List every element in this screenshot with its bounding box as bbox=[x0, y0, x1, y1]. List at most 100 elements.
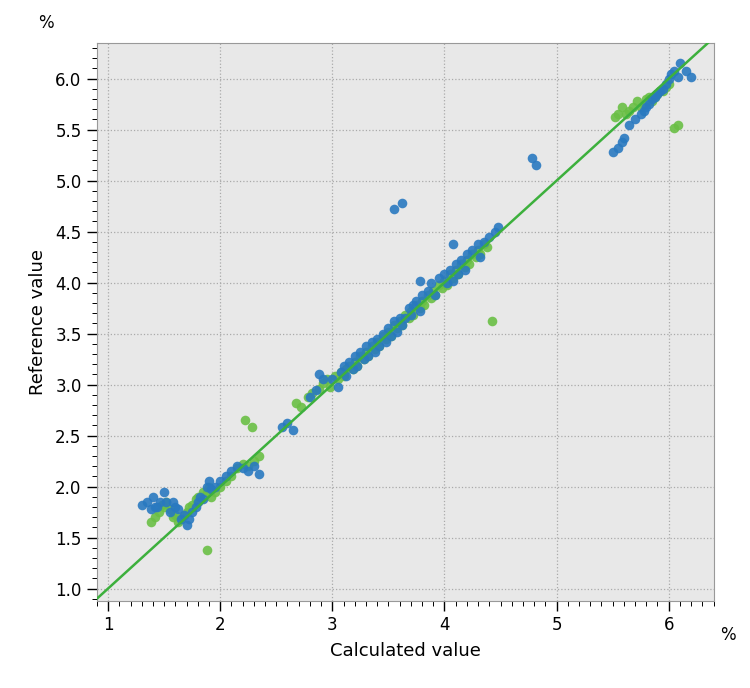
Point bbox=[470, 252, 482, 263]
Point bbox=[152, 502, 164, 513]
Point bbox=[149, 512, 161, 523]
Point bbox=[335, 367, 347, 378]
Point bbox=[360, 347, 372, 358]
Point bbox=[466, 248, 478, 259]
Point bbox=[441, 279, 453, 290]
Point bbox=[248, 455, 259, 466]
Point bbox=[237, 463, 249, 474]
Point bbox=[403, 303, 415, 314]
Text: %: % bbox=[38, 14, 54, 32]
Point bbox=[634, 102, 646, 113]
Point bbox=[376, 330, 388, 341]
Point bbox=[186, 499, 198, 510]
Point bbox=[290, 398, 302, 409]
Point bbox=[654, 85, 666, 96]
Point bbox=[158, 502, 170, 513]
Point bbox=[478, 236, 490, 247]
Y-axis label: Reference value: Reference value bbox=[29, 249, 47, 395]
Point bbox=[450, 259, 462, 270]
Point bbox=[242, 466, 254, 477]
Point bbox=[369, 343, 381, 354]
Point bbox=[186, 506, 198, 517]
Point bbox=[170, 502, 182, 513]
Point bbox=[396, 320, 408, 331]
Point bbox=[485, 316, 497, 327]
Point bbox=[156, 499, 168, 510]
Point bbox=[164, 506, 176, 517]
Point bbox=[170, 510, 182, 521]
Point bbox=[459, 265, 471, 276]
Point bbox=[394, 316, 406, 327]
Point bbox=[460, 255, 473, 266]
Point bbox=[152, 506, 164, 517]
Point bbox=[680, 65, 692, 76]
Point bbox=[178, 510, 190, 521]
Point bbox=[414, 305, 426, 316]
Point bbox=[192, 491, 204, 502]
Point bbox=[623, 119, 635, 130]
Point bbox=[374, 341, 386, 352]
Point bbox=[346, 364, 358, 375]
Point bbox=[385, 330, 397, 341]
Point bbox=[661, 81, 673, 92]
Point bbox=[629, 114, 641, 125]
Point bbox=[226, 466, 238, 477]
Point bbox=[674, 58, 686, 69]
Point bbox=[371, 333, 383, 344]
Point bbox=[306, 387, 318, 398]
Point bbox=[638, 98, 650, 109]
Point bbox=[338, 361, 350, 372]
Point bbox=[360, 341, 372, 352]
Point bbox=[388, 320, 400, 331]
Point bbox=[448, 275, 460, 286]
Point bbox=[489, 226, 501, 237]
Point bbox=[663, 73, 675, 84]
Point bbox=[380, 336, 392, 347]
Point bbox=[183, 502, 195, 513]
Point bbox=[416, 295, 428, 306]
Point bbox=[448, 272, 460, 283]
Point bbox=[340, 364, 352, 375]
Point bbox=[474, 248, 486, 259]
Point bbox=[414, 275, 426, 286]
Point bbox=[254, 451, 266, 462]
Point bbox=[149, 502, 161, 513]
Point bbox=[209, 481, 220, 492]
Point bbox=[439, 275, 451, 286]
Point bbox=[646, 96, 658, 107]
Point bbox=[414, 303, 426, 314]
Point bbox=[344, 361, 355, 372]
Point bbox=[481, 241, 493, 252]
Point bbox=[661, 78, 673, 89]
Point bbox=[214, 481, 226, 492]
Point bbox=[365, 341, 377, 352]
Point bbox=[237, 459, 249, 470]
Point bbox=[430, 290, 442, 301]
Point bbox=[201, 486, 213, 497]
Point bbox=[231, 461, 243, 472]
Point bbox=[362, 350, 374, 361]
Point bbox=[190, 502, 202, 513]
Point bbox=[287, 425, 299, 436]
Point bbox=[351, 361, 363, 372]
Point bbox=[405, 305, 417, 316]
Point bbox=[444, 269, 456, 280]
Point bbox=[181, 506, 193, 517]
Point bbox=[242, 461, 254, 472]
Point bbox=[607, 147, 619, 158]
Point bbox=[657, 85, 669, 96]
Point bbox=[455, 255, 467, 266]
Point bbox=[178, 510, 190, 521]
Point bbox=[338, 371, 350, 382]
Point bbox=[365, 336, 377, 347]
Point bbox=[362, 350, 374, 361]
Point bbox=[433, 272, 445, 283]
Point bbox=[685, 71, 697, 82]
Point bbox=[147, 491, 159, 502]
Point bbox=[340, 371, 352, 382]
Point bbox=[388, 204, 400, 215]
Point bbox=[335, 367, 347, 378]
Point bbox=[410, 295, 422, 306]
Point bbox=[206, 491, 218, 502]
Point bbox=[616, 136, 628, 147]
